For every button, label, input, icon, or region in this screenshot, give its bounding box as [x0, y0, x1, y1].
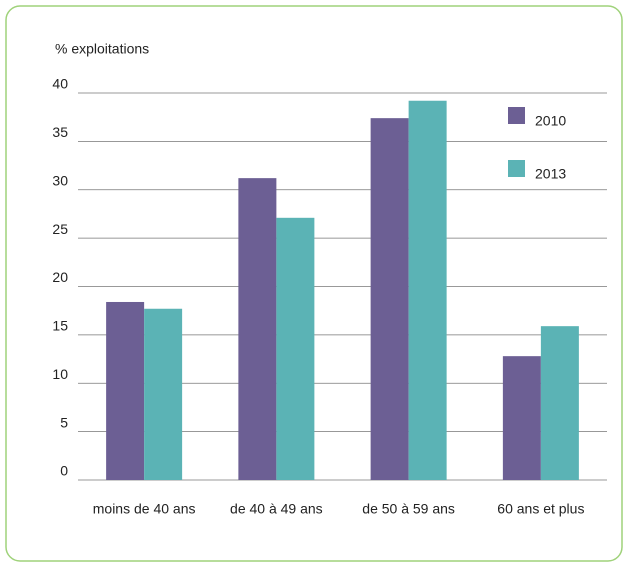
y-tick-label: 30: [52, 172, 68, 188]
legend-swatch: [508, 107, 525, 124]
x-tick-label: de 50 à 59 ans: [362, 501, 455, 517]
y-tick-label: 35: [52, 124, 68, 140]
y-tick-label: 10: [52, 366, 68, 382]
bar: [540, 326, 579, 480]
y-tick-label: 20: [52, 269, 68, 285]
y-tick-label: 25: [52, 221, 68, 237]
y-tick-label: 40: [52, 76, 68, 92]
y-tick-label: 5: [60, 414, 68, 430]
x-tick-label: de 40 à 49 ans: [230, 501, 323, 517]
legend-swatch: [508, 160, 525, 177]
legend-label: 2010: [535, 113, 566, 129]
x-tick-label: moins de 40 ans: [93, 501, 196, 517]
x-tick-label: 60 ans et plus: [497, 501, 584, 517]
bar: [144, 308, 183, 480]
y-tick-label: 0: [60, 463, 68, 479]
bar: [370, 118, 409, 480]
bar: [238, 178, 277, 480]
y-tick-label: 15: [52, 318, 68, 334]
bar: [106, 301, 145, 480]
bar: [408, 100, 447, 481]
legend-label: 2013: [535, 166, 566, 182]
bar: [502, 356, 541, 480]
bar: [276, 217, 315, 480]
y-axis-label: % exploitations: [55, 41, 149, 57]
